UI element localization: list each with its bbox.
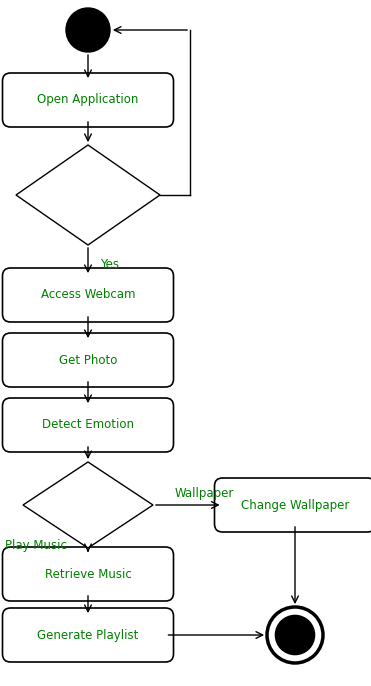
Text: Yes: Yes [100,259,119,272]
FancyBboxPatch shape [3,73,174,127]
Circle shape [267,607,323,663]
FancyBboxPatch shape [3,547,174,601]
Text: Wallpaper: Wallpaper [175,486,234,499]
Text: Get Photo: Get Photo [59,353,117,366]
Polygon shape [16,145,160,245]
Polygon shape [23,462,153,548]
Text: Retrieve Music: Retrieve Music [45,567,131,580]
Circle shape [66,8,110,52]
FancyBboxPatch shape [3,608,174,662]
FancyBboxPatch shape [3,333,174,387]
Text: Generate Playlist: Generate Playlist [37,628,139,641]
Text: Open Application: Open Application [37,93,139,106]
Circle shape [275,615,315,654]
Text: Detect Emotion: Detect Emotion [42,418,134,431]
Text: Change Wallpaper: Change Wallpaper [241,499,349,512]
Text: Play Music: Play Music [5,539,67,552]
Text: Access Webcam: Access Webcam [41,289,135,302]
FancyBboxPatch shape [214,478,371,532]
FancyBboxPatch shape [3,268,174,322]
FancyBboxPatch shape [3,398,174,452]
